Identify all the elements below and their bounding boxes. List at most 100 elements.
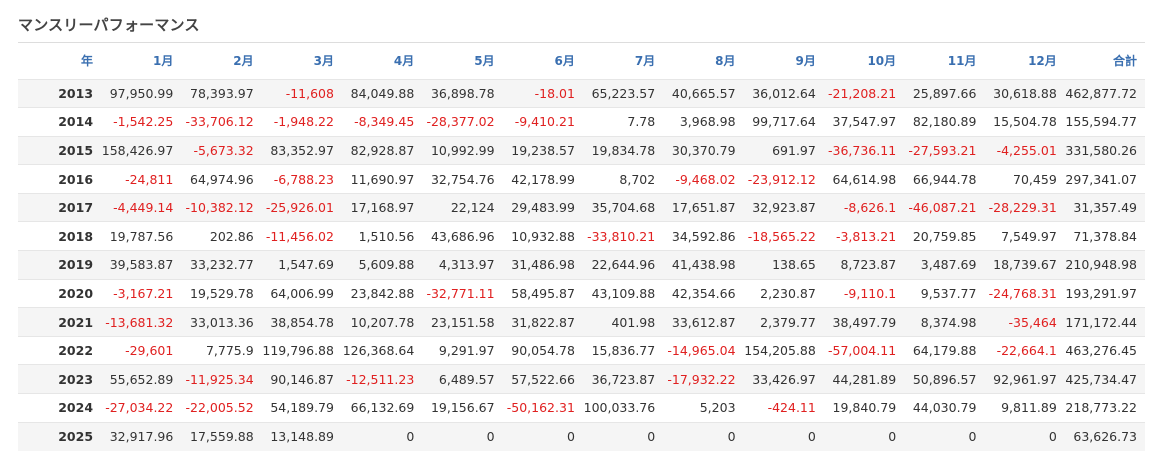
- month-value-cell: 66,132.69: [341, 393, 423, 423]
- table-row: 2016 -24,811 64,974.96 -6,788.23 11,690.97 32…: [18, 164, 1145, 194]
- month-value-cell: -6,788.23: [261, 164, 342, 194]
- month-value-cell: 17,651.87: [663, 192, 744, 222]
- column-header-month: 4月: [393, 54, 415, 69]
- month-value-cell: 0: [904, 421, 985, 451]
- row-year: 2015: [18, 135, 102, 165]
- month-value-cell: 5,609.88: [341, 250, 423, 280]
- row-total-cell: 297,341.07: [1064, 164, 1145, 194]
- month-value-cell: -9,468.02: [663, 164, 744, 194]
- month-value-cell: 401.98: [582, 307, 664, 337]
- table-row: 2025 32,917.96 17,559.88 13,148.89 0 0 0 0 0 0 0 0 0…: [18, 421, 1145, 451]
- month-value-cell: 18,739.67: [984, 250, 1065, 280]
- row-year: 2022: [18, 335, 102, 365]
- month-value-cell: 1,547.69: [261, 250, 342, 280]
- table-row: 2015 158,426.97 -5,673.32 83,352.97 82,928.8…: [18, 135, 1145, 165]
- month-value-cell: -28,377.02: [422, 107, 503, 137]
- month-value-cell: -27,034.22: [101, 393, 182, 423]
- month-value-cell: -13,681.32: [101, 307, 182, 337]
- table-header-row: 年 1月 2月 3月 4月 5月 6月 7月 8月 9月 10月 11月 12月 合計: [18, 43, 1145, 79]
- month-value-cell: 42,178.99: [502, 164, 583, 194]
- month-value-cell: 22,124: [422, 192, 503, 222]
- month-value-cell: 41,438.98: [663, 250, 744, 280]
- month-value-cell: -36,736.11: [823, 135, 905, 165]
- month-value-cell: 82,928.87: [341, 135, 423, 165]
- column-header-total: 合計: [1112, 54, 1137, 69]
- month-value-cell: 0: [743, 421, 824, 451]
- month-value-cell: 58,495.87: [502, 278, 583, 308]
- month-value-cell: 78,393.97: [181, 78, 262, 108]
- row-total-cell: 210,948.98: [1064, 250, 1145, 280]
- month-value-cell: 36,012.64: [743, 78, 824, 108]
- month-value-cell: -9,410.21: [502, 107, 583, 137]
- row-year: 2016: [18, 164, 102, 194]
- month-value-cell: 90,146.87: [261, 364, 342, 394]
- month-value-cell: 32,754.76: [422, 164, 503, 194]
- month-value-cell: -46,087.21: [904, 192, 985, 222]
- month-value-cell: 50,896.57: [904, 364, 985, 394]
- month-value-cell: 42,354.66: [663, 278, 744, 308]
- month-value-cell: 30,618.88: [984, 78, 1065, 108]
- row-total-cell: 462,877.72: [1064, 78, 1145, 108]
- column-header-month: 12月: [1028, 54, 1057, 69]
- month-value-cell: -18.01: [502, 78, 583, 108]
- month-value-cell: -28,229.31: [984, 192, 1065, 222]
- month-value-cell: -12,511.23: [341, 364, 423, 394]
- month-value-cell: 691.97: [743, 135, 824, 165]
- month-value-cell: 0: [422, 421, 503, 451]
- column-header-month: 2月: [233, 54, 254, 69]
- month-value-cell: 6,489.57: [422, 364, 503, 394]
- month-value-cell: 64,614.98: [823, 164, 905, 194]
- monthly-performance-panel: マンスリーパフォーマンス 年 1月 2月 3月 4月 5月 6月 7月 8月 9月 10月 11月 12…: [18, 8, 1145, 451]
- month-value-cell: 202.86: [181, 221, 262, 251]
- month-value-cell: 57,522.66: [502, 364, 583, 394]
- row-total-cell: 63,626.73: [1064, 421, 1145, 451]
- month-value-cell: 35,704.68: [582, 192, 664, 222]
- month-value-cell: 70,459: [984, 164, 1065, 194]
- month-value-cell: 32,917.96: [101, 421, 182, 451]
- month-value-cell: 15,836.77: [582, 335, 664, 365]
- month-value-cell: 92,961.97: [984, 364, 1065, 394]
- month-value-cell: 30,370.79: [663, 135, 744, 165]
- month-value-cell: -24,811: [101, 164, 182, 194]
- month-value-cell: 99,717.64: [743, 107, 824, 137]
- month-value-cell: 19,238.57: [502, 135, 583, 165]
- month-value-cell: 82,180.89: [904, 107, 985, 137]
- month-value-cell: -21,208.21: [823, 78, 905, 108]
- month-value-cell: -3,813.21: [823, 221, 905, 251]
- month-value-cell: 11,690.97: [341, 164, 423, 194]
- month-value-cell: -5,673.32: [181, 135, 262, 165]
- month-value-cell: 90,054.78: [502, 335, 583, 365]
- month-value-cell: 38,854.78: [261, 307, 342, 337]
- month-value-cell: 19,834.78: [582, 135, 664, 165]
- month-value-cell: -57,004.11: [823, 335, 905, 365]
- month-value-cell: 20,759.85: [904, 221, 985, 251]
- column-header-month: 9月: [795, 54, 816, 69]
- table-row: 2018 19,787.56 202.86 -11,456.02 1,510.56 43,…: [18, 221, 1145, 251]
- month-value-cell: 97,950.99: [101, 78, 182, 108]
- month-value-cell: 3,487.69: [904, 250, 985, 280]
- month-value-cell: 7.78: [582, 107, 664, 137]
- month-value-cell: 33,013.36: [181, 307, 262, 337]
- column-header-month: 1月: [152, 54, 174, 69]
- month-value-cell: 19,156.67: [422, 393, 503, 423]
- month-value-cell: -4,449.14: [101, 192, 182, 222]
- month-value-cell: 119,796.88: [261, 335, 342, 365]
- month-value-cell: -22,664.1: [984, 335, 1065, 365]
- month-value-cell: 54,189.79: [261, 393, 342, 423]
- row-year: 2025: [18, 421, 102, 451]
- month-value-cell: -11,925.34: [181, 364, 262, 394]
- month-value-cell: 1,510.56: [341, 221, 423, 251]
- month-value-cell: 66,944.78: [904, 164, 985, 194]
- month-value-cell: 39,583.87: [101, 250, 182, 280]
- column-header-year: 年: [81, 54, 94, 69]
- table-row: 2013 97,950.99 78,393.97 -11,608 84,049.88 36…: [18, 78, 1145, 108]
- month-value-cell: -22,005.52: [181, 393, 262, 423]
- row-total-cell: 425,734.47: [1064, 364, 1145, 394]
- month-value-cell: -14,965.04: [663, 335, 744, 365]
- row-total-cell: 463,276.45: [1064, 335, 1145, 365]
- table-row: 2019 39,583.87 33,232.77 1,547.69 5,609.88 4,…: [18, 250, 1145, 280]
- month-value-cell: 44,281.89: [823, 364, 905, 394]
- row-year: 2023: [18, 364, 102, 394]
- month-value-cell: 0: [663, 421, 744, 451]
- row-total-cell: 218,773.22: [1064, 393, 1145, 423]
